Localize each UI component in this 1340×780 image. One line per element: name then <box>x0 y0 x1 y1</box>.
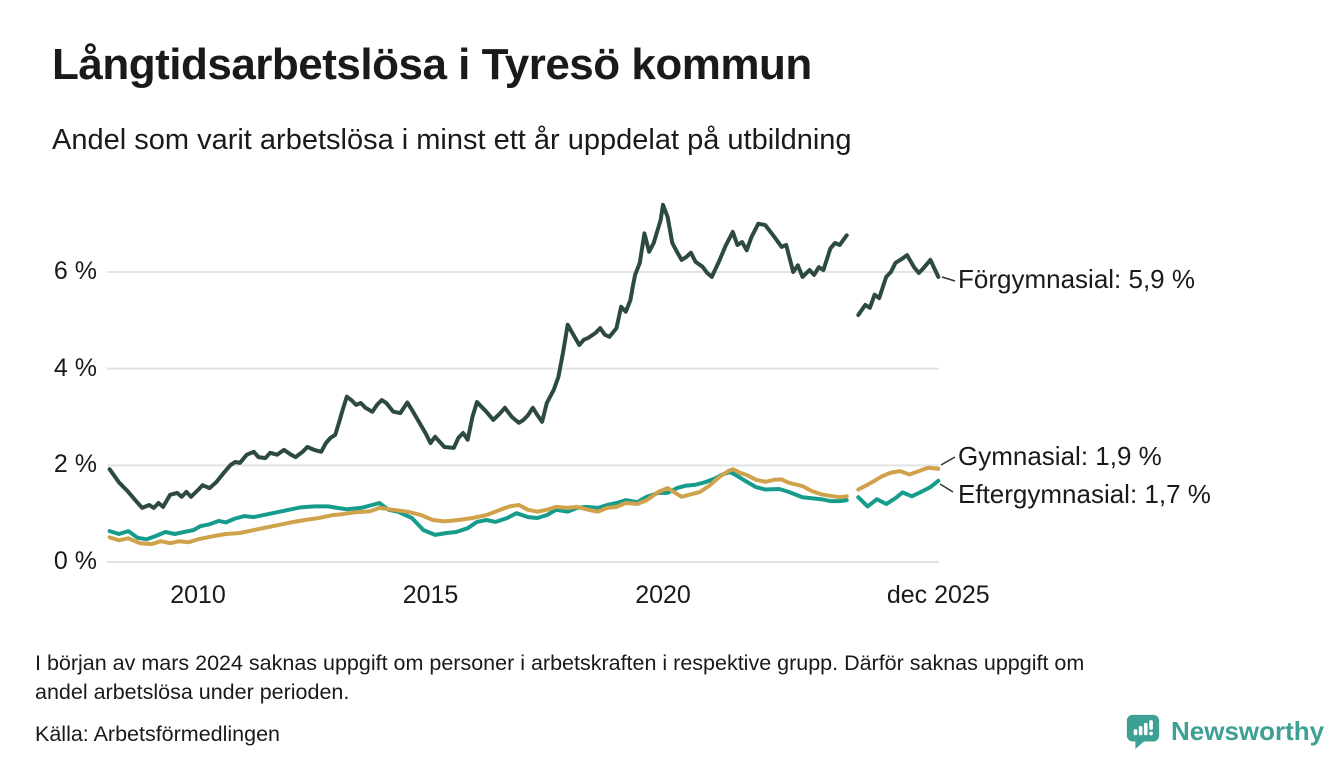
y-tick-label: 6 % <box>53 257 97 286</box>
series-label-gymnasial: Gymnasial: 1,9 % <box>958 441 1162 471</box>
series-label-förgymnasial: Förgymnasial: 5,9 % <box>958 264 1195 294</box>
page-subtitle: Andel som varit arbetslösa i minst ett å… <box>52 124 852 156</box>
bar-chart-speech-bubble-icon <box>1126 714 1160 750</box>
y-tick-label: 0 % <box>53 547 97 575</box>
series-line-eftergymnasial <box>107 470 849 542</box>
x-tick-label: 2015 <box>402 581 459 609</box>
source-label: Källa: Arbetsförmedlingen <box>35 722 281 746</box>
label-leader-line <box>941 276 956 282</box>
x-tick-label: dec 2025 <box>886 581 990 609</box>
x-tick-label: 2020 <box>635 581 691 609</box>
newsworthy-logo: Newsworthy <box>1124 712 1324 750</box>
series-line-förgymnasial <box>856 253 941 317</box>
series-label-eftergymnasial: Eftergymnasial: 1,7 % <box>958 479 1211 509</box>
page-title: Långtidsarbetslösa i Tyresö kommun <box>52 40 812 89</box>
series-line-förgymnasial <box>107 202 849 510</box>
label-leader-line <box>939 483 954 493</box>
label-leader-line <box>940 456 956 466</box>
y-tick-label: 2 % <box>53 450 97 479</box>
x-tick-label: 2010 <box>170 581 226 609</box>
footnote-line-2: andel arbetslösa under perioden. <box>35 680 350 704</box>
series-line-gymnasial <box>856 465 941 492</box>
y-tick-label: 4 % <box>53 353 97 382</box>
series-line-gymnasial <box>107 467 849 547</box>
newsworthy-wordmark: Newsworthy <box>1171 715 1325 746</box>
series-line-eftergymnasial <box>856 478 941 509</box>
footnote-line-1: I början av mars 2024 saknas uppgift om … <box>35 651 1085 675</box>
